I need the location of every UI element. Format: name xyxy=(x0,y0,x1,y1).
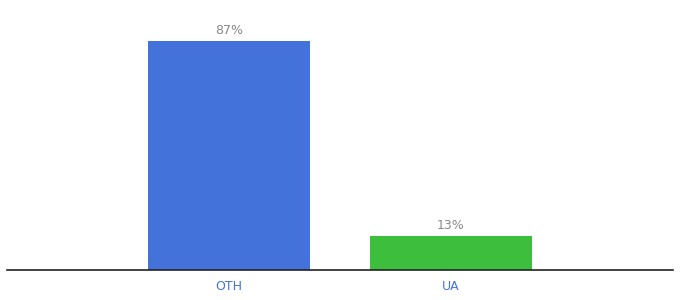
Text: 13%: 13% xyxy=(437,219,465,232)
Text: 87%: 87% xyxy=(215,24,243,37)
Bar xyxy=(370,236,532,270)
Bar xyxy=(148,41,310,270)
